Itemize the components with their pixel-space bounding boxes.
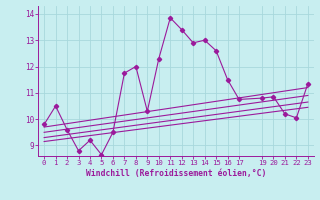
X-axis label: Windchill (Refroidissement éolien,°C): Windchill (Refroidissement éolien,°C) [86,169,266,178]
